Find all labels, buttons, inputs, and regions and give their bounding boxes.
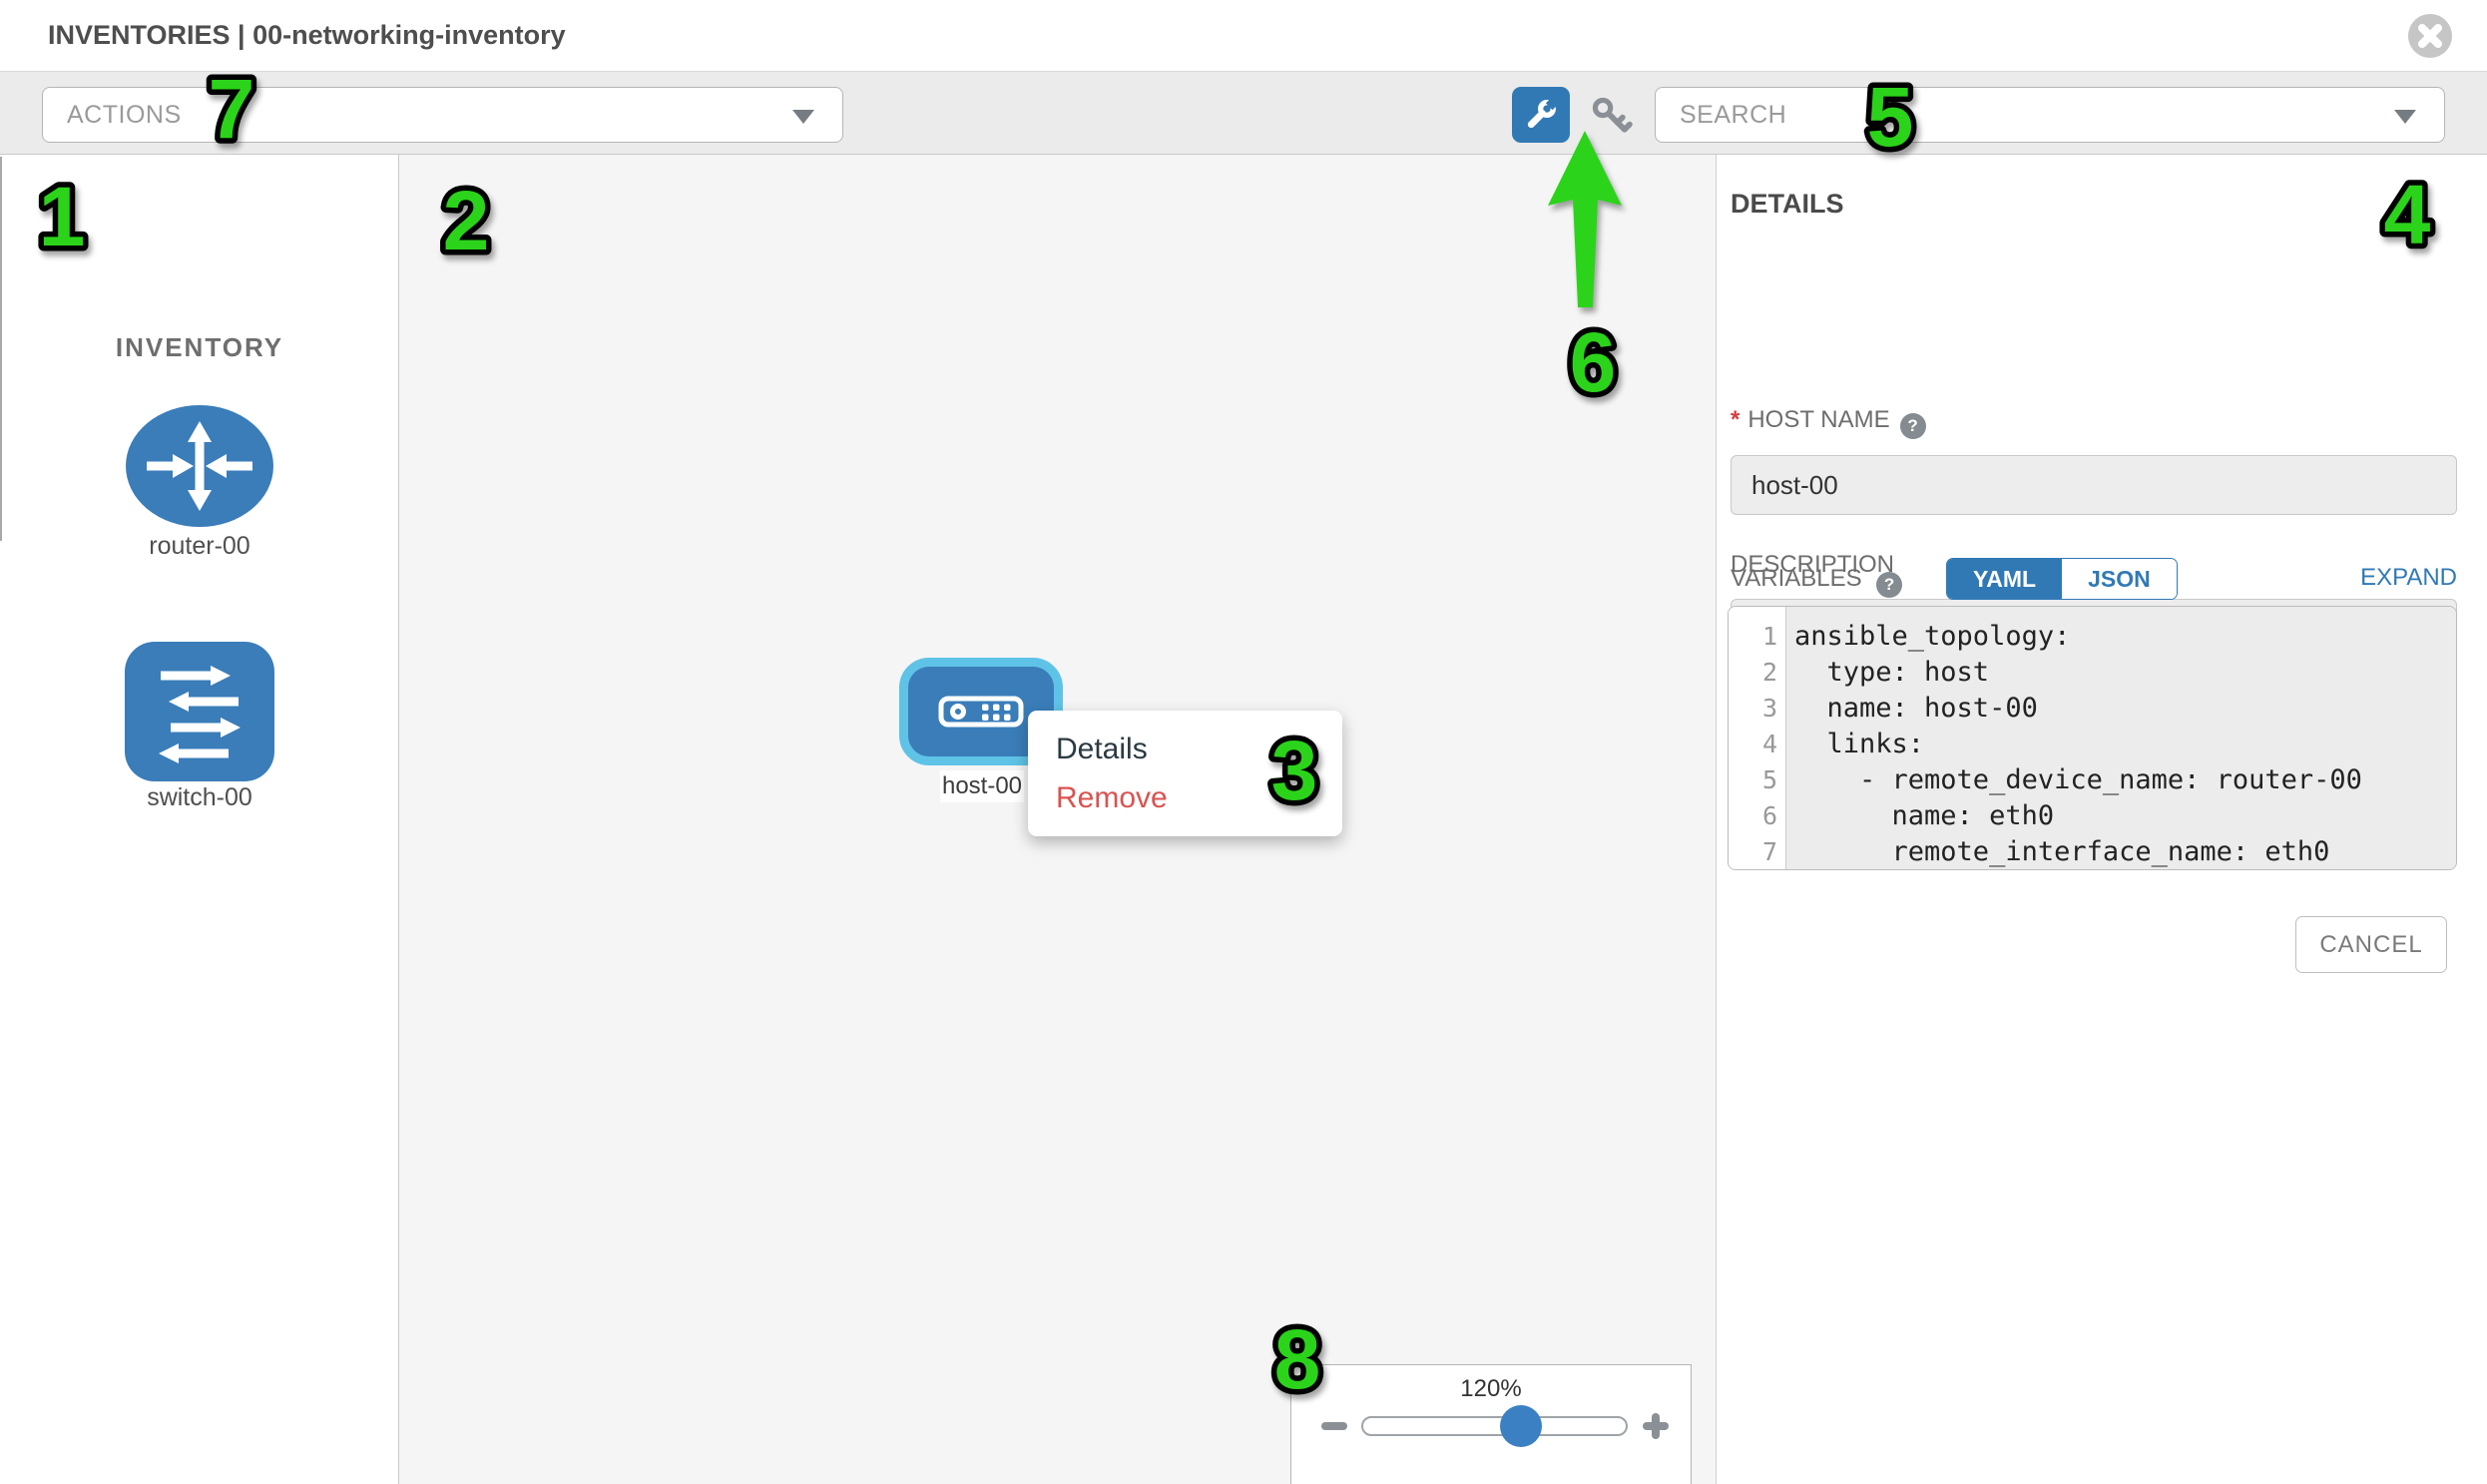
code-line: name: eth0	[1794, 800, 2055, 831]
chevron-down-icon	[2394, 110, 2416, 124]
code-line: ansible_topology:	[1794, 621, 2071, 652]
variables-row: VARIABLES ? YAML JSON EXPAND	[1731, 558, 2457, 600]
host-name-label: HOST NAME	[1747, 406, 1890, 433]
zoom-level-value: 120%	[1460, 1375, 1522, 1402]
toolbar: ACTIONS SEARCH	[0, 71, 2487, 155]
actions-dropdown-label: ACTIONS	[67, 101, 182, 129]
line-number: 3	[1761, 694, 1777, 723]
switch-icon[interactable]	[125, 642, 274, 786]
key-icon[interactable]	[1589, 94, 1635, 140]
zoom-in-plus-icon[interactable]	[1643, 1413, 1669, 1439]
context-menu-item-details[interactable]: Details	[1056, 733, 1148, 765]
zoom-slider-thumb[interactable]	[1500, 1405, 1542, 1447]
variables-label: VARIABLES	[1731, 565, 1862, 592]
required-asterisk: *	[1731, 406, 1741, 433]
zoom-out-minus-icon[interactable]	[1321, 1422, 1347, 1430]
host-node-label: host-00	[940, 770, 1024, 802]
code-line: links:	[1794, 729, 1925, 759]
description-label: DESCRIPTION	[1731, 551, 1895, 578]
context-menu: Details Remove	[1028, 711, 1342, 836]
details-heading: DETAILS	[1731, 189, 1844, 219]
search-dropdown-label: SEARCH	[1680, 101, 1787, 129]
host-name-label-row: * HOST NAME?	[1731, 406, 1926, 439]
details-panel: DETAILS *HOST NAME? DESCRIPTION VARIABLE…	[1717, 155, 2487, 1484]
close-icon[interactable]	[2407, 13, 2453, 59]
search-dropdown[interactable]: SEARCH	[1655, 87, 2445, 143]
host-icon	[938, 696, 1024, 728]
context-menu-item-remove[interactable]: Remove	[1056, 781, 1168, 814]
device-label-router: router-00	[149, 532, 250, 560]
header: INVENTORIES | 00-networking-inventory	[0, 0, 2487, 71]
line-number: 6	[1761, 801, 1777, 830]
actions-dropdown[interactable]: ACTIONS	[42, 87, 843, 143]
code-line: remote_interface_name: eth0	[1794, 836, 2330, 867]
toggle-json-button[interactable]: JSON	[2062, 559, 2177, 599]
page-title: INVENTORIES | 00-networking-inventory	[48, 20, 566, 50]
wrench-icon	[1527, 98, 1558, 129]
line-number: 2	[1761, 658, 1777, 687]
topology-canvas[interactable]: host-00 Details Remove 120%	[399, 155, 1717, 1484]
sidebar-edge-line	[0, 157, 2, 541]
zoom-slider-track[interactable]	[1361, 1416, 1628, 1436]
inventory-sidebar: INVENTORY router-00	[0, 155, 399, 1484]
toggle-yaml-button[interactable]: YAML	[1947, 559, 2063, 599]
line-number: 7	[1761, 837, 1777, 866]
wrench-button[interactable]	[1512, 87, 1570, 143]
line-number: 4	[1761, 730, 1777, 758]
variables-format-toggle: YAML JSON	[1946, 558, 2178, 600]
zoom-control-panel: 120%	[1290, 1364, 1692, 1484]
code-line: name: host-00	[1794, 693, 2038, 724]
question-circle-icon[interactable]: ?	[1876, 572, 1903, 598]
line-number: 1	[1761, 622, 1777, 651]
device-label-switch: switch-00	[147, 783, 252, 811]
cancel-button[interactable]: CANCEL	[2295, 916, 2447, 973]
code-line: - remote_device_name: router-00	[1794, 764, 2362, 795]
editor-line-numbers: 1 2 3 4 5 6 7	[1729, 607, 1786, 869]
expand-link[interactable]: EXPAND	[2360, 564, 2457, 591]
question-circle-icon[interactable]: ?	[1899, 413, 1926, 439]
host-name-input[interactable]	[1731, 455, 2457, 515]
editor-code[interactable]: ansible_topology: type: host name: host-…	[1786, 607, 2456, 869]
router-icon[interactable]	[125, 404, 274, 535]
line-number: 5	[1761, 765, 1777, 794]
variables-editor[interactable]: 1 2 3 4 5 6 7 ansible_topology: type: ho…	[1728, 606, 2457, 870]
inventory-heading: INVENTORY	[115, 332, 284, 362]
chevron-down-icon	[792, 110, 814, 124]
code-line: type: host	[1794, 657, 1990, 688]
